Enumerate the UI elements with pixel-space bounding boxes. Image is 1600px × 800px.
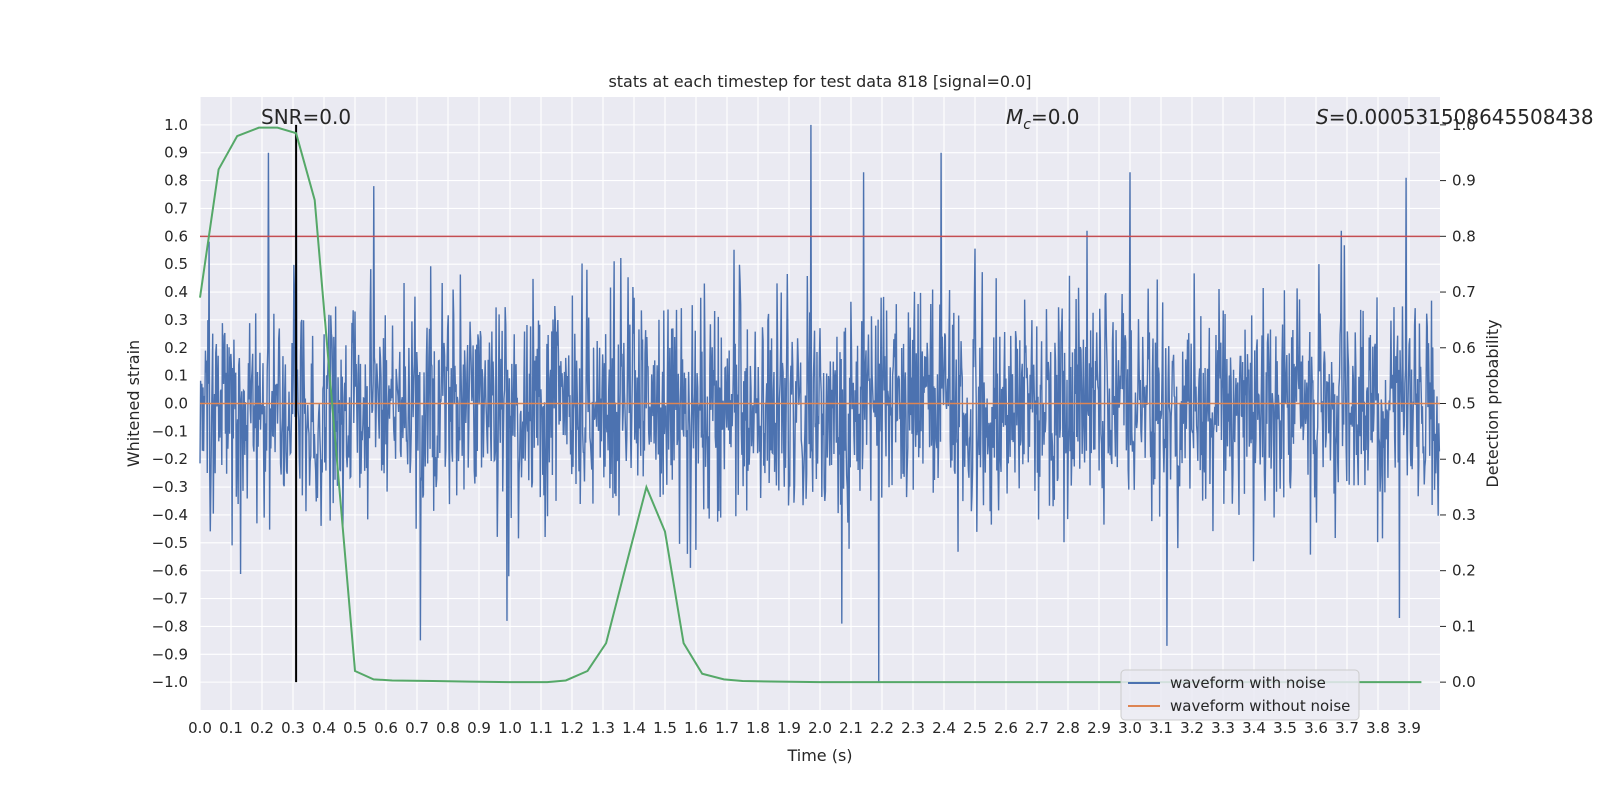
x-tick-label: 3.3 bbox=[1211, 719, 1235, 737]
x-tick-label: 0.3 bbox=[281, 719, 305, 737]
y-tick-label: −0.4 bbox=[152, 506, 188, 524]
x-tick-label: 3.0 bbox=[1118, 719, 1142, 737]
y-tick-label: 1.0 bbox=[164, 116, 188, 134]
y-tick-label: −0.2 bbox=[152, 450, 188, 468]
annotation-mc-symbol: M bbox=[1006, 105, 1023, 129]
x-tick-label: 1.5 bbox=[653, 719, 677, 737]
x-tick-label: 2.8 bbox=[1056, 719, 1080, 737]
x-tick-label: 0.9 bbox=[467, 719, 491, 737]
x-tick-label: 3.1 bbox=[1149, 719, 1173, 737]
chart-title: stats at each timestep for test data 818… bbox=[608, 72, 1031, 91]
y-tick-label: 0.3 bbox=[164, 311, 188, 329]
y-right-tick-label: 0.5 bbox=[1452, 395, 1476, 413]
y-tick-label: 0.5 bbox=[164, 255, 188, 273]
x-tick-label: 0.6 bbox=[374, 719, 398, 737]
x-tick-label: 2.9 bbox=[1087, 719, 1111, 737]
x-tick-label: 1.4 bbox=[622, 719, 646, 737]
x-tick-label: 1.7 bbox=[715, 719, 739, 737]
x-tick-label: 1.2 bbox=[560, 719, 584, 737]
y-tick-label: −0.8 bbox=[152, 617, 188, 635]
x-tick-label: 3.4 bbox=[1242, 719, 1266, 737]
x-tick-label: 1.3 bbox=[591, 719, 615, 737]
y-tick-label: −0.3 bbox=[152, 478, 188, 496]
annotation-snr: SNR=0.0 bbox=[261, 105, 351, 129]
annotation-s: S=0.000531508645508438 bbox=[1316, 105, 1594, 129]
y-tick-label: −0.5 bbox=[152, 534, 188, 552]
x-tick-label: 2.1 bbox=[839, 719, 863, 737]
x-tick-label: 2.0 bbox=[808, 719, 832, 737]
x-tick-label: 2.4 bbox=[932, 719, 956, 737]
x-tick-label: 0.2 bbox=[250, 719, 274, 737]
x-tick-label: 2.5 bbox=[963, 719, 987, 737]
series-waveform-with-noise bbox=[199, 124, 1441, 683]
x-tick-label: 1.9 bbox=[777, 719, 801, 737]
y-right-axis-ticks: 1.0 0.9 0.8 0.7 0.6 0.5 0.4 0.3 0.2 0.1 0.0 bbox=[1440, 116, 1476, 691]
y-right-tick-label: 0.7 bbox=[1452, 283, 1476, 301]
x-tick-label: 0.4 bbox=[312, 719, 336, 737]
y-tick-label: −1.0 bbox=[152, 673, 188, 691]
y-right-tick-label: 0.9 bbox=[1452, 172, 1476, 190]
legend-label-waveform-without-noise: waveform without noise bbox=[1170, 697, 1350, 715]
x-tick-label: 1.0 bbox=[498, 719, 522, 737]
annotation-chirp-mass: Mc=0.0 bbox=[1006, 105, 1080, 133]
y-right-tick-label: 0.4 bbox=[1452, 450, 1476, 468]
x-tick-label: 2.2 bbox=[870, 719, 894, 737]
x-tick-label: 3.6 bbox=[1304, 719, 1328, 737]
y-tick-label: 0.0 bbox=[164, 395, 188, 413]
y-tick-label: 0.7 bbox=[164, 199, 188, 217]
x-tick-label: 0.5 bbox=[343, 719, 367, 737]
y-right-tick-label: 0.8 bbox=[1452, 227, 1476, 245]
x-tick-label: 1.6 bbox=[684, 719, 708, 737]
y-right-tick-label: 0.1 bbox=[1452, 617, 1476, 635]
x-axis-label: Time (s) bbox=[786, 746, 852, 765]
y-tick-label: −0.9 bbox=[152, 645, 188, 663]
y-tick-label: 0.9 bbox=[164, 144, 188, 162]
x-tick-label: 2.3 bbox=[901, 719, 925, 737]
x-tick-label: 1.1 bbox=[529, 719, 553, 737]
x-tick-label: 1.8 bbox=[746, 719, 770, 737]
y-tick-label: 0.2 bbox=[164, 339, 188, 357]
y-axis-ticks: 1.0 0.9 0.8 0.7 0.6 0.5 0.4 0.3 0.2 0.1 0.0 −0.1 −0.… bbox=[152, 116, 188, 691]
x-tick-label: 3.8 bbox=[1366, 719, 1390, 737]
y-tick-label: 0.8 bbox=[164, 172, 188, 190]
y-tick-label: 0.6 bbox=[164, 227, 188, 245]
x-tick-label: 2.6 bbox=[994, 719, 1018, 737]
y-right-tick-label: 0.3 bbox=[1452, 506, 1476, 524]
annotation-s-symbol: S bbox=[1316, 105, 1329, 129]
x-tick-label: 0.0 bbox=[188, 719, 212, 737]
y-right-tick-label: 0.0 bbox=[1452, 673, 1476, 691]
y-right-tick-label: 0.2 bbox=[1452, 562, 1476, 580]
overlays bbox=[199, 124, 1440, 684]
legend-label-waveform-with-noise: waveform with noise bbox=[1170, 674, 1326, 692]
annotation-mc-subscript: c bbox=[1023, 117, 1031, 133]
y-tick-label: −0.6 bbox=[152, 562, 188, 580]
legend-box bbox=[1120, 669, 1360, 721]
legend: waveform with noise waveform without noi… bbox=[1120, 669, 1360, 721]
y-right-tick-label: 1.0 bbox=[1452, 116, 1476, 134]
y-tick-label: −0.7 bbox=[152, 590, 188, 608]
x-tick-label: 3.9 bbox=[1397, 719, 1421, 737]
y-right-tick-label: 0.6 bbox=[1452, 339, 1476, 357]
x-tick-label: 0.7 bbox=[405, 719, 429, 737]
x-tick-label: 3.7 bbox=[1335, 719, 1359, 737]
x-tick-label: 0.1 bbox=[219, 719, 243, 737]
annotation-s-value: =0.000531508645508438 bbox=[1329, 105, 1594, 129]
x-axis-ticks: 0.0 0.1 0.2 0.3 0.4 0.5 0.6 0.7 0.8 0.9 1.0 1.1 1.2 1… bbox=[188, 719, 1421, 737]
annotation-mc-value: =0.0 bbox=[1031, 105, 1080, 129]
x-tick-label: 3.2 bbox=[1180, 719, 1204, 737]
x-tick-label: 2.7 bbox=[1025, 719, 1049, 737]
x-tick-label: 0.8 bbox=[436, 719, 460, 737]
noise-line bbox=[199, 124, 1441, 683]
y-tick-label: 0.4 bbox=[164, 283, 188, 301]
y-right-axis-label: Detection probability bbox=[1483, 319, 1502, 487]
series-detection-probability bbox=[199, 126, 1422, 684]
y-tick-label: 0.1 bbox=[164, 367, 188, 385]
y-axis-label: Whitened strain bbox=[124, 340, 143, 467]
x-tick-label: 3.5 bbox=[1273, 719, 1297, 737]
y-tick-label: −0.1 bbox=[152, 422, 188, 440]
